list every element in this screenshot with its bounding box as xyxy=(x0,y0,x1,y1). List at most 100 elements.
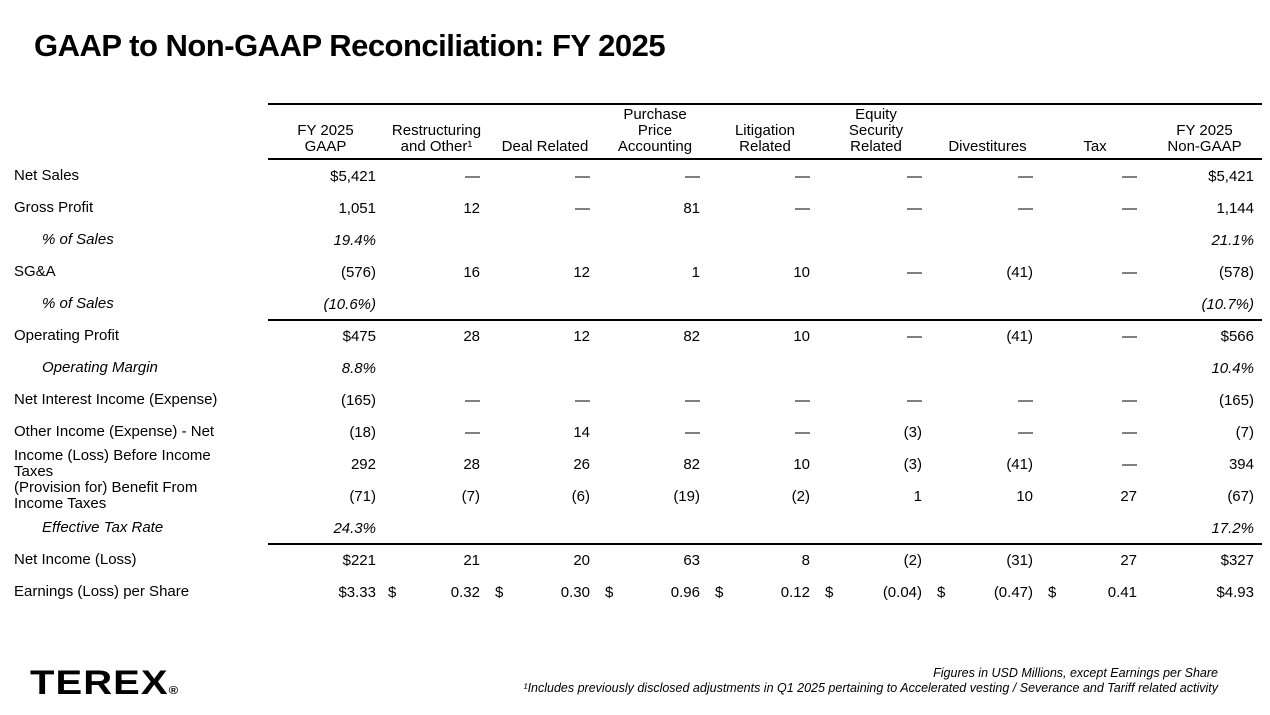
cell-tax: 27 xyxy=(1120,487,1137,505)
cell-purchase-price-accounting: 82 xyxy=(683,327,700,345)
table-row: Net Sales $5,421 — — — — — — — $5,421 xyxy=(0,160,1262,192)
cell-deal-related: $0.30 xyxy=(490,584,600,601)
cell-value: (0.47) xyxy=(993,583,1033,601)
cell-fy2025-non-gaap: 1,144 xyxy=(1216,199,1254,217)
column-header-restructuring-and-other: Restructuring and Other¹ xyxy=(383,103,490,160)
table-row: SG&A (576) 16 12 1 10 — (41) — (578) xyxy=(0,256,1262,288)
cell-tax: — xyxy=(1122,263,1137,281)
cell-equity-security-related: $ (0.04) xyxy=(820,584,932,601)
cell-litigation-related: 10 xyxy=(793,327,810,345)
column-header-line: Tax xyxy=(1083,138,1107,155)
cell-tax: — xyxy=(1122,423,1137,441)
cell-litigation-related: 10 xyxy=(793,263,810,281)
row-label: Net Interest Income (Expense) xyxy=(14,391,218,408)
cell-fy2025-non-gaap: 17.2% xyxy=(1211,519,1254,537)
cell-restructuring-and-other: 28 xyxy=(463,327,480,345)
cell-restructuring-and-other: — xyxy=(465,423,480,441)
column-header-line: Deal Related xyxy=(501,138,589,155)
cell-equity-security-related: — xyxy=(907,263,922,281)
cell-litigation-related: (2) xyxy=(791,487,810,505)
cell-fy2025-non-gaap: (67) xyxy=(1227,487,1254,505)
cell-purchase-price-accounting: 63 xyxy=(683,551,700,569)
cell-fy2025-gaap: 1,051 xyxy=(338,199,376,217)
cell-litigation-related: $0.12 xyxy=(710,584,820,601)
cell-purchase-price-accounting: (19) xyxy=(673,487,700,505)
table-row: Gross Profit 1,051 12 — 81 — — — — 1,144 xyxy=(0,192,1262,224)
cell-fy2025-gaap: $3.33 xyxy=(338,583,376,601)
cell-tax: — xyxy=(1122,391,1137,409)
cell-purchase-price-accounting: 82 xyxy=(683,455,700,473)
table-row: % of Sales 19.4% 21.1% xyxy=(0,224,1262,256)
column-header-line: Related xyxy=(739,138,791,155)
cell-fy2025-gaap: (10.6%) xyxy=(323,295,376,313)
cell-deal-related: — xyxy=(575,199,590,217)
cell-value: (0.04) xyxy=(882,583,922,601)
cell-restructuring-and-other: (7) xyxy=(461,487,480,505)
table-rule-header-bottom xyxy=(268,158,1262,160)
currency-symbol: $ xyxy=(388,583,397,601)
cell-divestitures: — xyxy=(1018,423,1033,441)
column-header-line: FY 2025 xyxy=(297,122,354,139)
cell-equity-security-related: — xyxy=(907,327,922,345)
cell-litigation-related: 8 xyxy=(801,551,810,569)
cell-purchase-price-accounting: 1 xyxy=(691,263,700,281)
row-label: Net Income (Loss) xyxy=(14,551,137,568)
page-title: GAAP to Non-GAAP Reconciliation: FY 2025 xyxy=(34,28,666,63)
cell-value: 0.96 xyxy=(670,583,700,601)
row-label: % of Sales xyxy=(42,295,114,312)
currency-symbol: $ xyxy=(605,583,614,601)
cell-value: 0.30 xyxy=(560,583,590,601)
cell-fy2025-gaap: $221 xyxy=(342,551,376,569)
cell-value: 0.12 xyxy=(780,583,810,601)
table-rule xyxy=(268,543,1262,545)
table-row: % of Sales (10.6%) (10.7%) xyxy=(0,288,1262,320)
cell-purchase-price-accounting: — xyxy=(685,167,700,185)
row-label: Other Income (Expense) - Net xyxy=(14,423,215,440)
row-label: Income (Loss) Before Income Taxes xyxy=(14,447,211,480)
currency-symbol: $ xyxy=(825,583,834,601)
table-row: Operating Margin 8.8% 10.4% xyxy=(0,352,1262,384)
cell-tax: — xyxy=(1122,455,1137,473)
cell-restructuring-and-other: 28 xyxy=(463,455,480,473)
cell-fy2025-non-gaap: (165) xyxy=(1218,391,1254,409)
cell-equity-security-related: — xyxy=(907,167,922,185)
cell-purchase-price-accounting: $0.96 xyxy=(600,584,710,601)
cell-fy2025-non-gaap: 10.4% xyxy=(1211,359,1254,377)
cell-equity-security-related: — xyxy=(907,199,922,217)
table-row: (Provision for) Benefit From Income Taxe… xyxy=(0,480,1262,512)
cell-divestitures: (41) xyxy=(1006,327,1033,345)
cell-equity-security-related: 1 xyxy=(913,487,922,505)
terex-logo: TEREX® xyxy=(30,664,178,703)
cell-fy2025-gaap: $5,421 xyxy=(330,167,376,185)
currency-symbol: $ xyxy=(1048,583,1057,601)
cell-divestitures: — xyxy=(1018,167,1033,185)
cell-purchase-price-accounting: 81 xyxy=(683,199,700,217)
column-header-line: Accounting xyxy=(617,138,693,155)
column-header-line: Litigation xyxy=(734,122,796,139)
cell-deal-related: — xyxy=(575,167,590,185)
cell-fy2025-non-gaap: (578) xyxy=(1218,263,1254,281)
cell-fy2025-non-gaap: 394 xyxy=(1228,455,1254,473)
table-row: Effective Tax Rate 24.3% 17.2% xyxy=(0,512,1262,544)
cell-restructuring-and-other: $0.32 xyxy=(383,584,490,601)
column-header-line: Price xyxy=(637,122,673,139)
cell-litigation-related: — xyxy=(795,167,810,185)
cell-divestitures: — xyxy=(1018,391,1033,409)
cell-litigation-related: 10 xyxy=(793,455,810,473)
cell-restructuring-and-other: 12 xyxy=(463,199,480,217)
cell-fy2025-gaap: 8.8% xyxy=(341,359,376,377)
footnotes: Figures in USD Millions, except Earnings… xyxy=(523,666,1218,696)
column-header-deal-related: Deal Related xyxy=(490,103,600,160)
table-row: Other Income (Expense) - Net (18) — 14 — — (3)… xyxy=(0,416,1262,448)
cell-restructuring-and-other: — xyxy=(465,391,480,409)
header-spacer xyxy=(0,103,268,160)
table-header: FY 2025 GAAP Restructuring and Other¹ Deal R… xyxy=(0,103,1262,160)
cell-fy2025-gaap: (71) xyxy=(349,487,376,505)
cell-deal-related: (6) xyxy=(571,487,590,505)
column-header-line: Restructuring xyxy=(391,122,482,139)
cell-fy2025-gaap: (165) xyxy=(340,391,376,409)
row-label: (Provision for) Benefit From Income Taxe… xyxy=(14,479,198,512)
cell-divestitures: — xyxy=(1018,199,1033,217)
currency-symbol: $ xyxy=(495,583,504,601)
column-header-line: Equity xyxy=(855,106,897,123)
